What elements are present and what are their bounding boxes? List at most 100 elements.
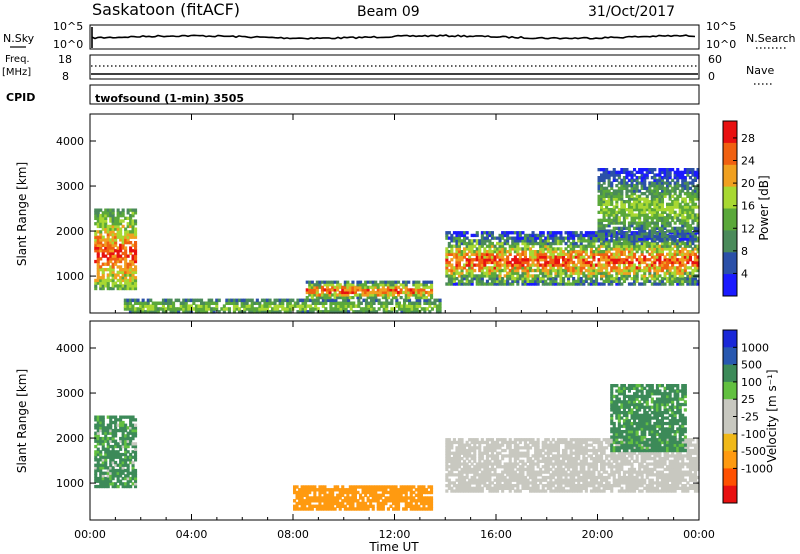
power-cell: [518, 252, 522, 256]
power-cell: [523, 252, 527, 256]
power-cell: [582, 266, 586, 270]
velocity-cell: [106, 471, 110, 475]
power-cell: [205, 307, 209, 311]
power-cell: [531, 282, 535, 286]
power-cell: [531, 260, 535, 265]
power-cell: [605, 271, 609, 275]
power-cell: [622, 232, 626, 236]
velocity-cell: [397, 499, 401, 503]
power-cell: [556, 236, 560, 240]
power-cell: [653, 229, 657, 233]
velocity-cell: [523, 481, 527, 485]
velocity-cell: [109, 444, 113, 449]
power-cell: [369, 296, 373, 300]
power-cell: [605, 170, 609, 174]
power-cell: [182, 307, 186, 311]
power-cell: [109, 232, 113, 237]
velocity-cell: [506, 467, 510, 472]
velocity-cell: [485, 454, 489, 458]
velocity-cell: [521, 459, 525, 463]
velocity-cell: [475, 446, 479, 450]
power-cell: [653, 194, 657, 198]
velocity-cell: [134, 452, 138, 457]
velocity-cell: [493, 454, 497, 458]
velocity-cell: [295, 490, 299, 495]
power-cell: [610, 247, 614, 251]
power-cell: [463, 231, 467, 235]
power-cell: [551, 266, 555, 270]
power-cell: [633, 268, 637, 273]
power-cell: [131, 310, 135, 314]
power-cell: [620, 237, 624, 241]
velocity-cell: [526, 481, 530, 485]
velocity-cell: [341, 499, 345, 503]
power-cell: [650, 229, 654, 233]
power-cell: [534, 255, 538, 259]
velocity-cell: [109, 479, 113, 483]
power-cell: [673, 213, 677, 217]
power-cell: [331, 280, 335, 284]
power-cell: [106, 214, 110, 218]
power-cell: [529, 241, 533, 246]
power-cell: [562, 263, 566, 267]
power-cell: [347, 310, 351, 314]
power-cell: [612, 205, 616, 209]
power-cell: [116, 222, 120, 226]
power-cell: [159, 307, 163, 311]
power-cell: [480, 233, 484, 238]
power-cell: [635, 205, 639, 209]
velocity-cell: [503, 462, 507, 466]
velocity-cell: [526, 451, 530, 455]
power-cell: [478, 277, 482, 281]
power-cell: [620, 252, 624, 256]
velocity-cell: [503, 465, 507, 469]
power-cell: [676, 173, 680, 177]
power-cell: [620, 221, 624, 225]
velocity-cell: [359, 493, 363, 497]
power-cell: [673, 170, 677, 174]
power-cell: [498, 255, 502, 259]
velocity-cell: [508, 448, 512, 453]
power-cell: [587, 268, 591, 273]
power-cell: [488, 266, 492, 270]
velocity-cell: [490, 486, 494, 490]
velocity-cell: [516, 462, 520, 466]
power-cell: [447, 236, 451, 240]
velocity-cell: [338, 488, 342, 492]
power-cell: [460, 282, 464, 286]
power-cell: [156, 310, 160, 314]
velocity-cell: [488, 467, 492, 472]
power-cell: [134, 265, 138, 269]
power-cell: [326, 296, 330, 300]
velocity-cell: [455, 446, 459, 450]
velocity-cell: [109, 439, 113, 443]
power-colorbar-tick-label: 24: [741, 155, 755, 168]
velocity-cell: [541, 486, 545, 490]
velocity-cell: [478, 443, 482, 447]
power-cell: [452, 268, 456, 273]
power-cell: [483, 263, 487, 267]
power-cell: [666, 260, 670, 265]
power-cell: [610, 213, 614, 217]
power-cell: [686, 168, 690, 172]
velocity-cell: [124, 447, 128, 451]
velocity-cell: [478, 478, 482, 482]
power-cell: [129, 278, 133, 283]
velocity-cell: [392, 499, 396, 503]
velocity-cell: [473, 467, 477, 472]
power-cell: [536, 274, 540, 278]
power-cell: [298, 298, 302, 303]
velocity-cell: [119, 471, 123, 475]
power-cell: [94, 241, 98, 245]
power-cell: [333, 296, 337, 300]
power-cell: [341, 296, 345, 300]
power-cell: [427, 285, 431, 289]
velocity-cell: [99, 452, 103, 457]
velocity-cell: [518, 467, 522, 472]
velocity-cell: [119, 415, 123, 419]
power-cell: [490, 258, 494, 262]
power-cell: [615, 258, 619, 262]
power-cell: [633, 178, 637, 182]
power-cell: [622, 168, 626, 172]
power-cell: [650, 260, 654, 265]
